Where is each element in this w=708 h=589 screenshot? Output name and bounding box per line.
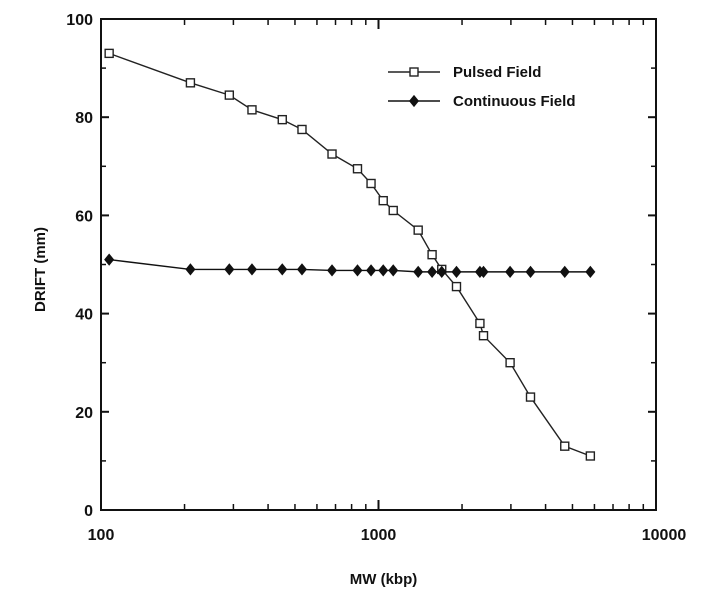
data-point: [427, 265, 438, 278]
axes: 0 20 40 60 80 100 100 1000 10000 MW (kbp) DRIFT (m…: [32, 12, 686, 588]
legend: Pulsed Field Continuous Field: [388, 64, 575, 110]
plot-area: [104, 48, 596, 461]
data-point: [525, 265, 536, 278]
data-point: [505, 358, 515, 368]
data-point: [478, 265, 489, 278]
data-point: [525, 392, 536, 402]
y-tick-label: 20: [75, 405, 93, 422]
data-point: [451, 281, 462, 292]
data-point: [560, 441, 570, 451]
data-point: [224, 263, 235, 276]
y-tick-label: 80: [75, 110, 93, 127]
data-point: [413, 265, 424, 278]
data-point: [366, 264, 377, 277]
data-point: [409, 67, 419, 77]
data-point: [297, 124, 307, 135]
data-point: [246, 263, 257, 276]
data-point: [104, 48, 114, 59]
legend-entry: Pulsed Field: [388, 64, 541, 81]
y-axis-title: DRIFT (mm): [32, 227, 49, 312]
data-point: [475, 318, 485, 329]
data-point: [185, 78, 196, 88]
series-line: [108, 52, 591, 457]
data-point: [388, 264, 399, 277]
legend-entry: Continuous Field: [388, 93, 575, 110]
data-point: [408, 94, 420, 108]
data-point: [378, 195, 388, 206]
data-point: [366, 178, 376, 189]
series-continuous-field: [104, 253, 596, 278]
x-axis-title: MW (kbp): [350, 571, 417, 588]
x-tick-label: 100: [88, 527, 115, 544]
data-point: [505, 265, 516, 278]
data-point: [478, 330, 489, 341]
data-point: [327, 149, 337, 159]
data-point: [585, 451, 596, 461]
legend-label: Pulsed Field: [453, 64, 541, 81]
data-point: [247, 105, 257, 115]
data-point: [277, 263, 288, 276]
data-point: [277, 114, 287, 125]
data-point: [585, 265, 596, 278]
data-point: [378, 264, 389, 277]
data-point: [413, 225, 423, 235]
series-line: [109, 258, 591, 273]
y-tick-label: 60: [75, 208, 93, 225]
y-tick-label: 100: [66, 12, 93, 29]
y-tick-label: 0: [84, 503, 93, 520]
x-tick-label: 10000: [642, 527, 687, 544]
data-point: [296, 263, 308, 276]
legend-label: Continuous Field: [453, 93, 575, 110]
data-point: [436, 265, 447, 278]
data-point: [352, 264, 363, 277]
data-point: [352, 164, 363, 174]
data-point: [559, 265, 570, 278]
data-point: [427, 249, 437, 260]
data-point: [388, 205, 398, 216]
data-point: [451, 265, 462, 278]
series-pulsed-field: [104, 48, 596, 461]
data-point: [185, 263, 196, 276]
x-tick-label: 1000: [361, 527, 397, 544]
data-point: [104, 253, 115, 266]
data-point: [224, 90, 235, 100]
y-tick-label: 40: [75, 307, 93, 324]
data-point: [327, 264, 338, 277]
